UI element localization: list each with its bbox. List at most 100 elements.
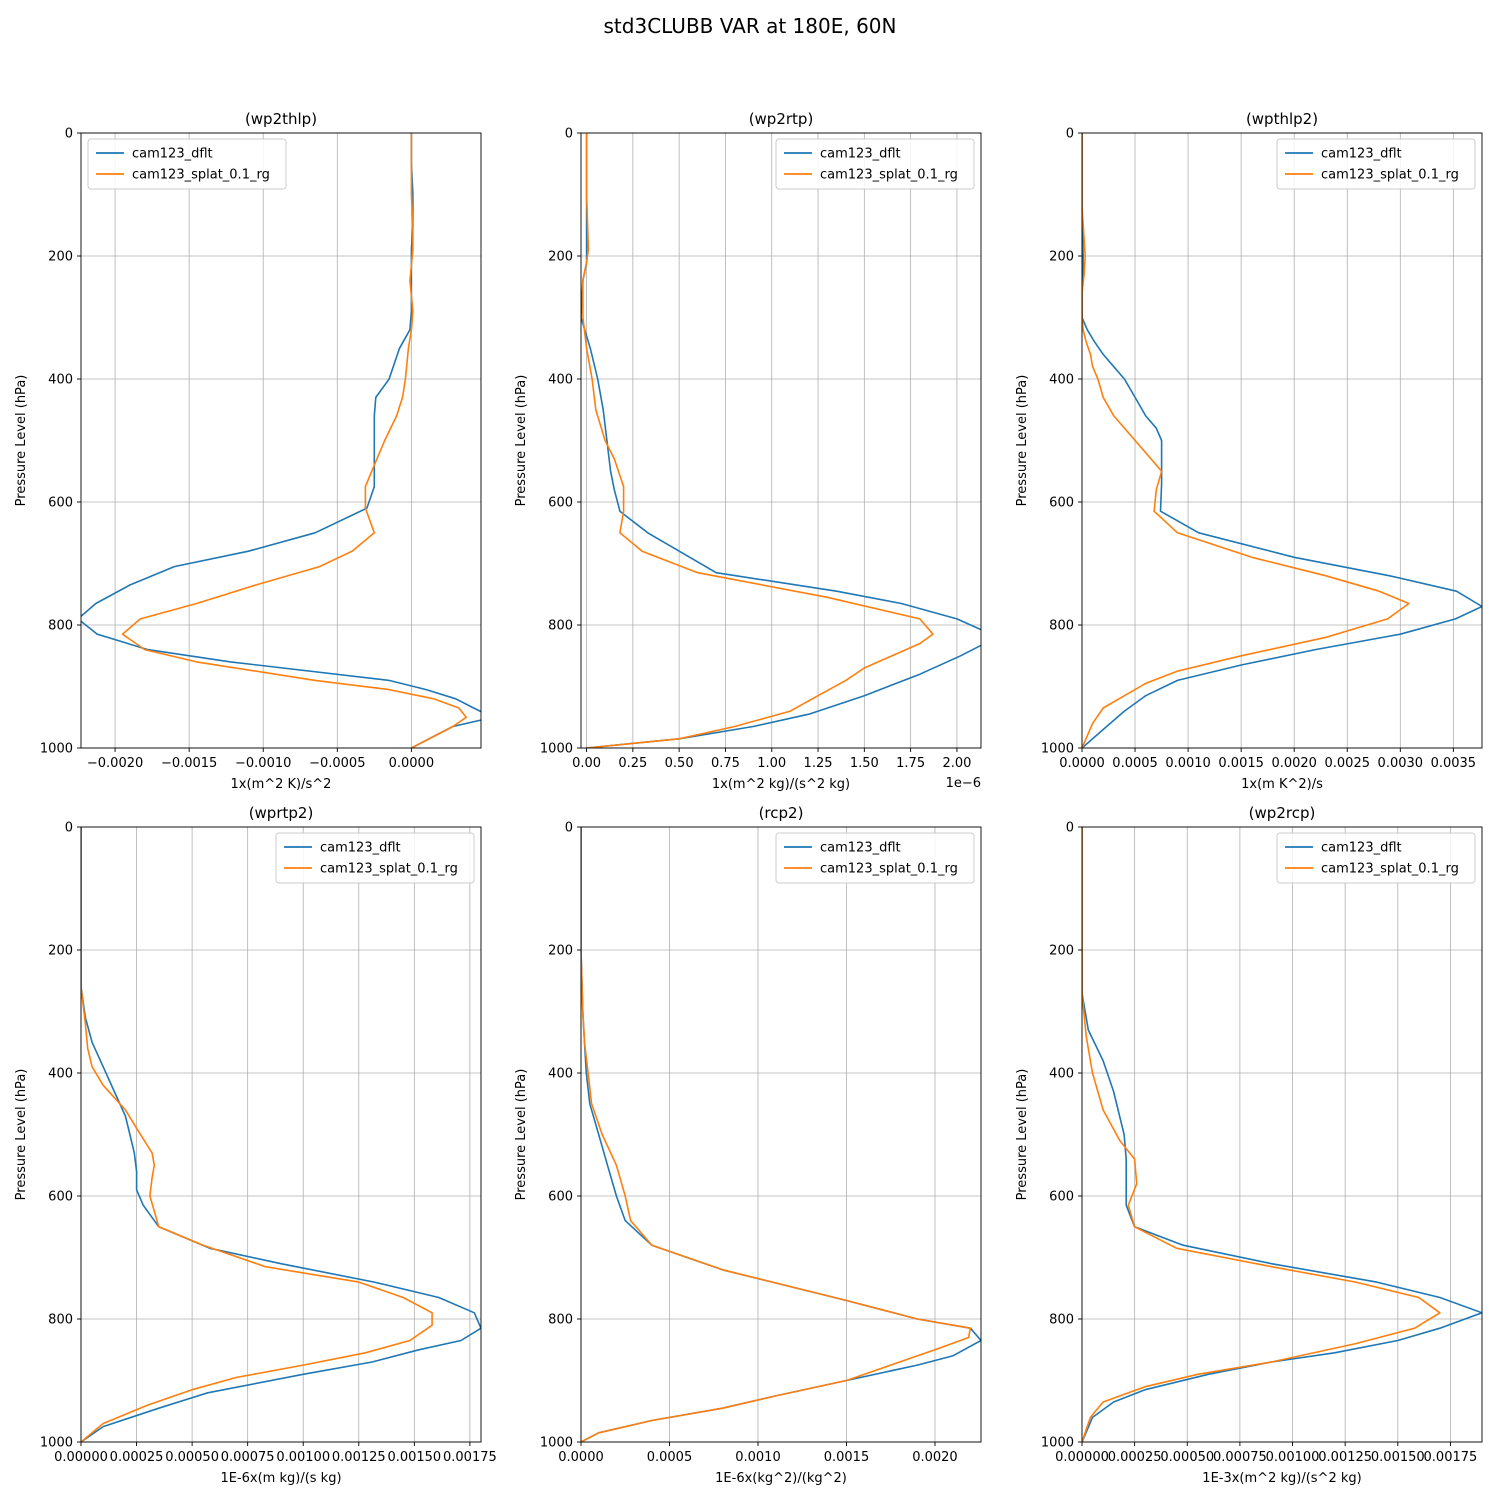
series-line-cam123_splat_0.1_rg [121,133,468,748]
legend-entry: cam123_dflt [1321,841,1402,856]
y-tick-label: 400 [1049,1067,1074,1082]
y-tick-label: 600 [1049,496,1074,511]
x-tick-label: 0.00000 [1055,1450,1109,1465]
x-axis-label: 1x(m K^2)/s [1241,777,1323,792]
x-axis-label: 1E-3x(m^2 kg)/(s^2 kg) [1202,1471,1361,1486]
y-axis-label: Pressure Level (hPa) [1015,375,1030,507]
series-line-cam123_dflt [581,827,981,1442]
chart-panel-2: 0.00 0.25 0.50 0.75 1.00 1.25 1.50 1.75 2.00 0 200… [514,110,982,792]
x-tick-label: 0.0025 [1325,756,1371,771]
y-tick-label: 400 [548,1067,573,1082]
legend-box [775,832,975,884]
y-tick-label: 0 [65,127,73,142]
y-tick-label: 800 [548,619,573,634]
legend-box [1276,832,1476,884]
legend-entry: cam123_dflt [1321,147,1402,162]
legend-box [275,832,475,884]
x-tick-label: 1.75 [896,756,925,771]
y-tick-label: 0 [565,821,573,836]
series-line-cam123_splat_0.1_rg [81,827,433,1442]
x-axis-label: 1x(m^2 kg)/(s^2 kg) [712,777,850,792]
y-axis-label: Pressure Level (hPa) [514,375,529,507]
x-tick-label: 0.0035 [1431,756,1477,771]
x-tick-label: 0.00075 [221,1450,275,1465]
y-tick-label: 1000 [540,742,573,757]
x-tick-label: 0.00000 [54,1450,108,1465]
y-tick-label: 600 [48,496,73,511]
x-tick-label: 0.00 [572,756,601,771]
chart-panel-6: 0.000000.000250.000500.000750.001000.001… [1015,804,1483,1486]
legend-box [1276,138,1476,190]
y-tick-label: 800 [1049,1313,1074,1328]
y-tick-label: 400 [1049,373,1074,388]
x-tick-label: 0.25 [618,756,647,771]
y-tick-label: 400 [48,1067,73,1082]
panel-title: (rcp2) [759,804,804,822]
legend: cam123_dflt cam123_splat_0.1_rg [1276,832,1476,884]
y-tick-label: 600 [548,496,573,511]
x-tick-label: 0.00175 [443,1450,497,1465]
legend-entry: cam123_splat_0.1_rg [820,862,958,877]
y-tick-label: 400 [48,373,73,388]
legend-box [87,138,287,190]
y-tick-label: 0 [1066,821,1074,836]
x-tick-label: 0.00050 [1160,1450,1214,1465]
y-tick-label: 1000 [40,1436,73,1451]
x-tick-label: 0.0010 [735,1450,781,1465]
x-tick-label: 0.0015 [1218,756,1264,771]
legend-entry: cam123_splat_0.1_rg [820,168,958,183]
x-tick-label: 2.00 [942,756,971,771]
legend: cam123_dflt cam123_splat_0.1_rg [775,138,975,190]
y-tick-label: 1000 [1041,1436,1074,1451]
x-offset-text: 1e−6 [946,776,981,791]
y-tick-label: 600 [548,1190,573,1205]
x-tick-label: 0.00100 [1266,1450,1320,1465]
panel-title: (wpthlp2) [1246,110,1318,128]
legend-entry: cam123_dflt [820,841,901,856]
y-tick-label: 0 [1066,127,1074,142]
y-tick-label: 800 [548,1313,573,1328]
y-tick-label: 600 [1049,1190,1074,1205]
series-line-cam123_dflt [1082,827,1482,1442]
y-tick-label: 200 [1049,250,1074,265]
y-axis-label: Pressure Level (hPa) [1015,1069,1030,1201]
y-tick-label: 200 [548,250,573,265]
chart-panel-3: 0.0000 0.0005 0.0010 0.0015 0.0020 0.0025 0.00… [1015,110,1483,792]
panel-title: (wprtp2) [249,804,314,822]
series-line-cam123_splat_0.1_rg [1082,827,1441,1442]
x-axis-label: 1x(m^2 K)/s^2 [231,777,332,792]
legend: cam123_dflt cam123_splat_0.1_rg [87,138,287,190]
legend-entry: cam123_dflt [820,147,901,162]
y-tick-label: 800 [48,1313,73,1328]
x-tick-label: 0.0015 [824,1450,870,1465]
x-tick-label: −0.0015 [161,756,217,771]
y-axis-label: Pressure Level (hPa) [514,1069,529,1201]
y-axis-label: Pressure Level (hPa) [14,375,29,507]
legend: cam123_dflt cam123_splat_0.1_rg [775,832,975,884]
x-tick-label: 0.00025 [110,1450,164,1465]
legend-box [775,138,975,190]
y-tick-label: 400 [548,373,573,388]
legend: cam123_dflt cam123_splat_0.1_rg [1276,138,1476,190]
axes-frame [80,826,482,1443]
series-line-cam123_splat_0.1_rg [581,827,972,1442]
x-tick-label: −0.0005 [309,756,365,771]
panel-title: (wp2rcp) [1249,804,1316,822]
y-axis-label: Pressure Level (hPa) [14,1069,29,1201]
x-axis-label: 1E-6x(kg^2)/(kg^2) [715,1471,847,1486]
x-tick-label: 0.0000 [389,756,435,771]
axes-frame [1081,826,1483,1443]
y-tick-label: 1000 [1041,742,1074,757]
x-tick-label: −0.0010 [235,756,291,771]
series-line-cam123_splat_0.1_rg [582,133,934,748]
legend-entry: cam123_splat_0.1_rg [1321,168,1459,183]
x-tick-label: 0.0000 [1059,756,1105,771]
axes-frame [580,132,982,749]
x-tick-label: 0.0005 [1112,756,1158,771]
y-tick-label: 200 [48,944,73,959]
x-tick-label: 0.00150 [387,1450,441,1465]
x-tick-label: 0.00100 [276,1450,330,1465]
y-tick-label: 1000 [40,742,73,757]
x-tick-label: 0.0000 [558,1450,604,1465]
